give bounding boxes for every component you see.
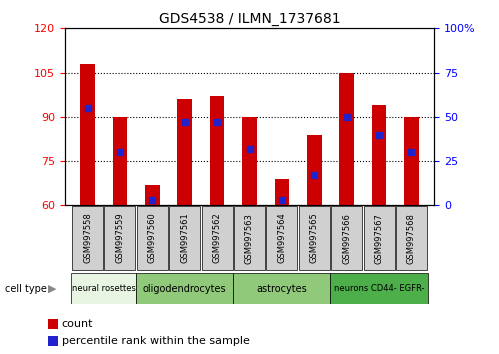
Text: astrocytes: astrocytes [256,284,307,293]
Text: GSM997560: GSM997560 [148,213,157,263]
Bar [80,64,95,205]
Bar [72,206,103,270]
Bar [307,135,321,205]
Bar [48,319,57,329]
Text: GSM997568: GSM997568 [407,213,416,263]
Text: GSM997561: GSM997561 [180,213,189,263]
Bar [299,206,330,270]
Bar [331,206,362,270]
Text: GSM997564: GSM997564 [277,213,286,263]
Bar [274,179,289,205]
Bar [242,117,257,205]
Bar [266,206,297,270]
Text: neurons CD44- EGFR-: neurons CD44- EGFR- [334,284,424,293]
Bar [145,185,160,205]
Bar [202,206,233,270]
Text: neural rosettes: neural rosettes [72,284,136,293]
Bar [48,336,57,346]
Text: percentile rank within the sample: percentile rank within the sample [62,336,250,346]
Text: GSM997559: GSM997559 [115,213,124,263]
Text: ▶: ▶ [48,284,57,293]
Bar [234,273,330,304]
Bar [104,206,136,270]
Title: GDS4538 / ILMN_1737681: GDS4538 / ILMN_1737681 [159,12,340,26]
Bar [339,73,354,205]
Text: GSM997567: GSM997567 [375,213,384,263]
Bar [71,273,136,304]
Bar [169,206,200,270]
Text: GSM997562: GSM997562 [213,213,222,263]
Text: oligodendrocytes: oligodendrocytes [143,284,227,293]
Bar [234,206,265,270]
Text: GSM997558: GSM997558 [83,213,92,263]
Text: GSM997563: GSM997563 [245,213,254,263]
Bar [330,273,428,304]
Text: GSM997566: GSM997566 [342,213,351,263]
Text: cell type: cell type [5,284,47,293]
Bar [113,117,127,205]
Bar [178,99,192,205]
Bar [396,206,427,270]
Bar [136,273,234,304]
Bar [137,206,168,270]
Text: count: count [62,319,93,329]
Bar [363,206,395,270]
Bar [404,117,419,205]
Bar [210,96,225,205]
Text: GSM997565: GSM997565 [310,213,319,263]
Bar [372,105,386,205]
